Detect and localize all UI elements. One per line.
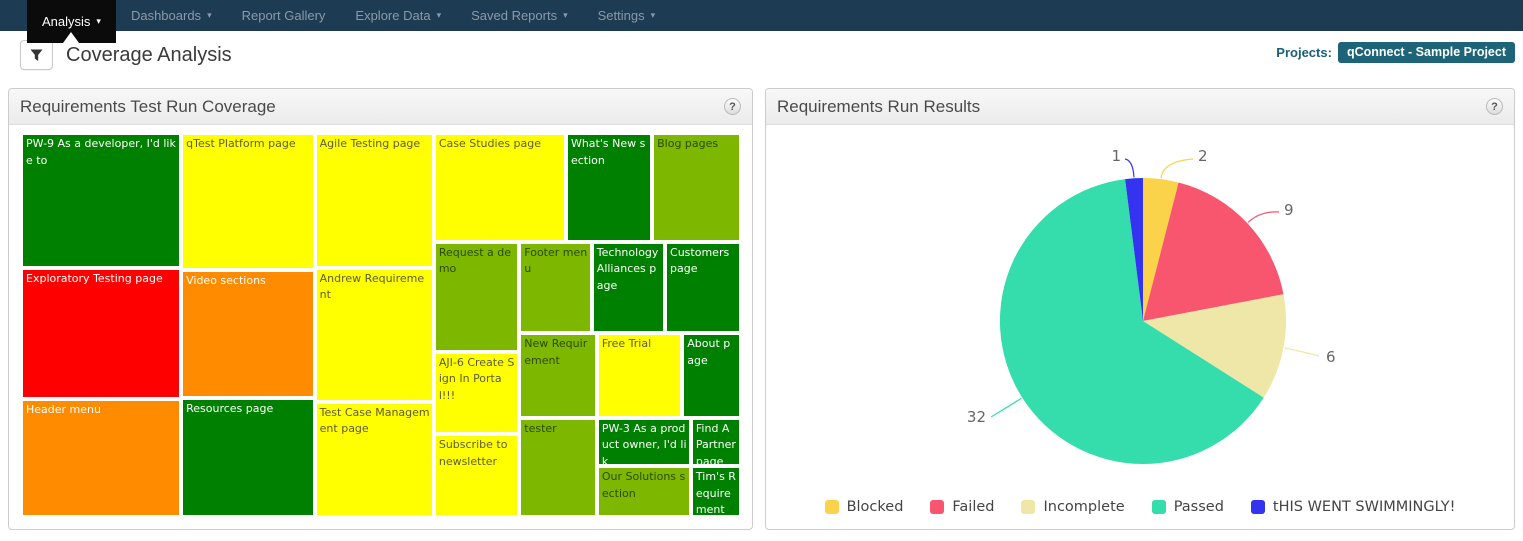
coverage-panel-title: Requirements Test Run Coverage [20,96,276,116]
treemap-cell-exploratory-testing-page[interactable]: Exploratory Testing page [22,268,180,398]
treemap-cell-blog-pages[interactable]: Blog pages [653,134,740,241]
nav-item-saved-reports[interactable]: Saved Reports ▾ [456,0,583,31]
filter-button[interactable] [20,40,53,70]
page-title: Coverage Analysis [66,44,232,66]
treemap-cell-resources-page[interactable]: Resources page [182,399,315,516]
pie-value-label: 6 [1326,348,1336,366]
nav-item-label: Settings [597,8,645,23]
legend-swatch [1151,500,1166,514]
nav-item-label: Analysis [42,14,91,29]
treemap: PW-9 As a developer, I'd like to qTest Pl… [22,134,740,516]
legend-item-failed[interactable]: Failed [930,499,994,515]
help-icon[interactable]: ? [724,98,741,115]
legend-item-blocked[interactable]: Blocked [824,499,904,515]
treemap-cell-agile-testing-page[interactable]: Agile Testing page [315,134,433,267]
pie-label-connector [1160,158,1194,179]
treemap-cell-technology-alliances-page[interactable]: Technology Alliances page [592,242,664,332]
pie-value-label: 9 [1284,201,1294,219]
main-nav: Analysis ▾ Dashboards ▾ Report Gallery Explor… [0,0,1523,43]
treemap-cell-case-studies-page[interactable]: Case Studies page [434,134,565,241]
legend-label: Blocked [846,499,904,515]
treemap-cell-tim-s-requirement[interactable]: Tim's Requirement [691,467,740,516]
treemap-cell-footer-menu[interactable]: Footer menu [520,242,592,332]
coverage-panel: Requirements Test Run Coverage ? PW-9 As… [8,88,753,530]
legend-swatch [1021,500,1036,514]
treemap-cell-header-menu[interactable]: Header menu [22,399,180,516]
treemap-cell-subscribe-to-newsletter[interactable]: Subscribe to newsletter [434,435,519,516]
treemap-cell-tester[interactable]: tester [520,418,597,516]
pie-slice-passed[interactable] [999,179,1264,464]
treemap-cell-qtest-platform-page[interactable]: qTest Platform page [182,134,315,269]
coverage-panel-header: Requirements Test Run Coverage ? [9,89,752,125]
treemap-cell-new-requirement[interactable]: New Requirement [520,334,597,418]
pie-chart: 2 9 6 32 1 [967,147,1336,464]
pie-label-connector [1247,211,1280,223]
pie-value-label: 32 [967,408,986,426]
pie-label-connector [990,397,1022,418]
pie-label-connector [1284,347,1320,357]
treemap-cell-what-s-new-section[interactable]: What's New section [566,134,651,241]
legend-item-incomplete[interactable]: Incomplete [1021,499,1125,515]
pie-slice-incomplete[interactable] [1143,294,1287,398]
treemap-cell-free-trial[interactable]: Free Trial [597,334,682,418]
legend-swatch [1250,500,1265,514]
nav-item-label: Saved Reports [471,8,558,23]
pie-label-connector [1124,158,1135,178]
nav-item-label: Explore Data [355,8,431,23]
treemap-cell-find-a-partner-page[interactable]: Find A Partner page [691,418,740,465]
projects-label: Projects: [1276,45,1332,60]
results-panel: Requirements Run Results ? 2 9 6 32 1 Blocke… [765,88,1515,530]
legend-label: Passed [1173,499,1224,515]
legend-label: Failed [952,499,995,515]
legend-swatch [824,500,839,514]
nav-item-settings[interactable]: Settings ▾ [583,0,671,31]
results-panel-title: Requirements Run Results [777,96,981,116]
nav-item-label: Report Gallery [241,8,326,23]
pie-value-label: 2 [1198,147,1208,165]
legend-item-passed[interactable]: Passed [1151,499,1224,515]
nav-item-analysis[interactable]: Analysis ▾ [27,0,116,43]
project-badge[interactable]: qConnect - Sample Project [1337,42,1515,63]
nav-item-report-gallery[interactable]: Report Gallery [227,0,341,31]
active-tab-notch [63,32,80,43]
treemap-cell-andrew-requirement[interactable]: Andrew Requirement [315,268,433,402]
chevron-down-icon: ▾ [436,10,442,20]
chevron-down-icon: ▾ [650,10,656,20]
funnel-icon [30,48,43,61]
treemap-cell-pw-9-as-a-developer-i-d-like-to[interactable]: PW-9 As a developer, I'd like to [22,134,180,267]
chevron-down-icon: ▾ [207,10,212,20]
pie-slice-blocked[interactable] [1143,178,1179,321]
legend-swatch [930,500,945,514]
pie-value-label: 1 [1111,147,1121,165]
legend-label: Incomplete [1043,499,1125,515]
chevron-down-icon: ▾ [563,10,568,20]
treemap-cell-test-case-management-page[interactable]: Test Case Management page [315,402,433,516]
treemap-cell-our-solutions-section[interactable]: Our Solutions section [597,467,690,516]
nav-item-explore-data[interactable]: Explore Data ▾ [340,0,456,31]
legend-label: tHIS WENT SWIMMINGLY! [1272,499,1456,515]
nav-item-label: Dashboards [130,8,202,23]
treemap-cell-about-page[interactable]: About page [683,334,740,418]
pie-legend: Blocked Failed Incomplete Passed tHIS WENT S… [766,499,1514,515]
help-icon[interactable]: ? [1486,98,1503,115]
projects-box: Projects: qConnect - Sample Project [1276,42,1515,63]
nav-item-dashboards[interactable]: Dashboards ▾ [116,0,227,31]
treemap-cell-video-sections[interactable]: Video sections [182,271,315,398]
legend-item-this-went-swimmingly[interactable]: tHIS WENT SWIMMINGLY! [1250,499,1456,515]
treemap-cell-aji-6-create-sign-in-portal[interactable]: AJI-6 Create Sign In Portal!!! [434,352,519,433]
pie-slice-this-went-swimmingly[interactable] [1125,177,1143,321]
chevron-down-icon: ▾ [96,16,101,26]
results-panel-header: Requirements Run Results ? [766,89,1514,125]
treemap-cell-customers-page[interactable]: Customers page [666,242,740,332]
pie-slice-failed[interactable] [1143,182,1284,322]
treemap-cell-request-a-demo[interactable]: Request a demo [434,242,519,351]
treemap-cell-pw-3-as-a-product-owner-i-d-lik[interactable]: PW-3 As a product owner, I'd lik [597,418,690,465]
